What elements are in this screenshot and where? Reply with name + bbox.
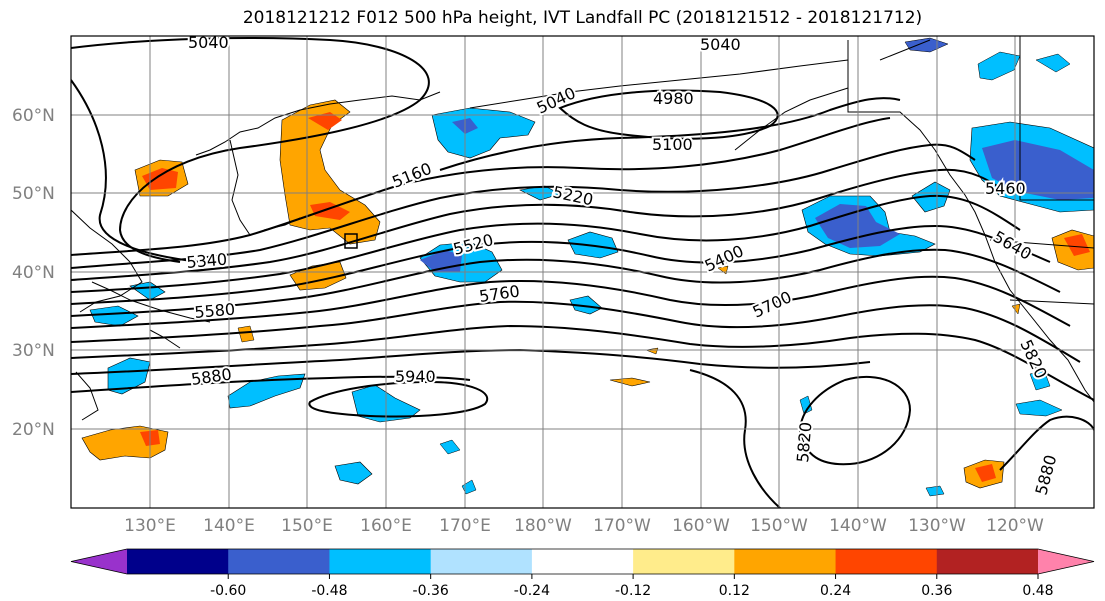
colorbar-segment (835, 549, 938, 574)
colorbar-tick-label: -0.24 (514, 583, 550, 599)
contour-label: 4980 (653, 89, 694, 108)
contour-label: 5460 (985, 179, 1026, 198)
ivt-positive-shading (81, 99, 1094, 489)
longitude-labels: 130°E 140°E 150°E 160°E 170°E 180°W 170°… (124, 516, 1044, 536)
lat-label: 50°N (12, 184, 55, 204)
contour-label: 5820 (793, 421, 815, 463)
colorbar-segment (734, 549, 837, 574)
colorbar-segment (531, 549, 634, 574)
colorbar (70, 548, 1095, 575)
lat-label: 20°N (12, 420, 55, 440)
lon-label: 160°E (360, 516, 412, 536)
contour-label: 5340 (186, 250, 228, 272)
lon-label: 140°E (203, 516, 255, 536)
colorbar-tick-label: 0.36 (921, 583, 952, 599)
colorbar-tick-label: 0.48 (1022, 583, 1053, 599)
lat-label: 60°N (12, 106, 55, 126)
map-border (70, 35, 1095, 509)
colorbar-tick-label: -0.60 (210, 583, 246, 599)
lon-label: 170°E (439, 516, 491, 536)
lat-label: 30°N (12, 341, 55, 361)
colorbar-segment (430, 549, 533, 574)
graticule (71, 36, 1094, 508)
height-contours (71, 37, 1094, 508)
colorbar-tick-label: -0.48 (311, 583, 347, 599)
contour-label: 5040 (700, 35, 741, 54)
colorbar-segment (228, 549, 330, 574)
contour-label: 5100 (652, 135, 693, 154)
colorbar-segment (329, 549, 432, 574)
lon-label: 120°W (986, 516, 1044, 536)
lon-label: 180°W (514, 516, 572, 536)
colorbar-extend-high (1038, 549, 1094, 574)
lon-label: 170°W (593, 516, 651, 536)
lon-label: 130°W (908, 516, 966, 536)
lon-label: 150°E (281, 516, 333, 536)
lon-label: 160°W (672, 516, 730, 536)
lat-label: 40°N (12, 263, 55, 283)
colorbar-tick-label: -0.12 (615, 583, 651, 599)
colorbar-tick-label: 0.12 (719, 583, 750, 599)
colorbar-segment (127, 549, 229, 574)
contour-label: 5940 (395, 367, 436, 386)
map-title: 2018121212 F012 500 hPa height, IVT Land… (242, 8, 923, 28)
colorbar-extend-low (71, 549, 127, 574)
colorbar-segment (936, 549, 1039, 574)
lon-label: 140°W (829, 516, 887, 536)
colorbar-tick-label: 0.24 (820, 583, 851, 599)
colorbar-segment (633, 549, 735, 574)
latitude-labels: 60°N 50°N 40°N 30°N 20°N (12, 106, 55, 440)
contour-label: 5040 (188, 33, 229, 52)
colorbar-tick-label: -0.36 (413, 583, 449, 599)
contour-label: 5580 (194, 300, 236, 322)
colorbar-outline (70, 548, 1095, 575)
colorbar-ticks: -0.60 -0.48 -0.36 -0.24 -0.12 0.12 0.24 0.36 0.4… (210, 574, 1054, 599)
lon-label: 130°E (124, 516, 176, 536)
lon-label: 150°W (750, 516, 808, 536)
